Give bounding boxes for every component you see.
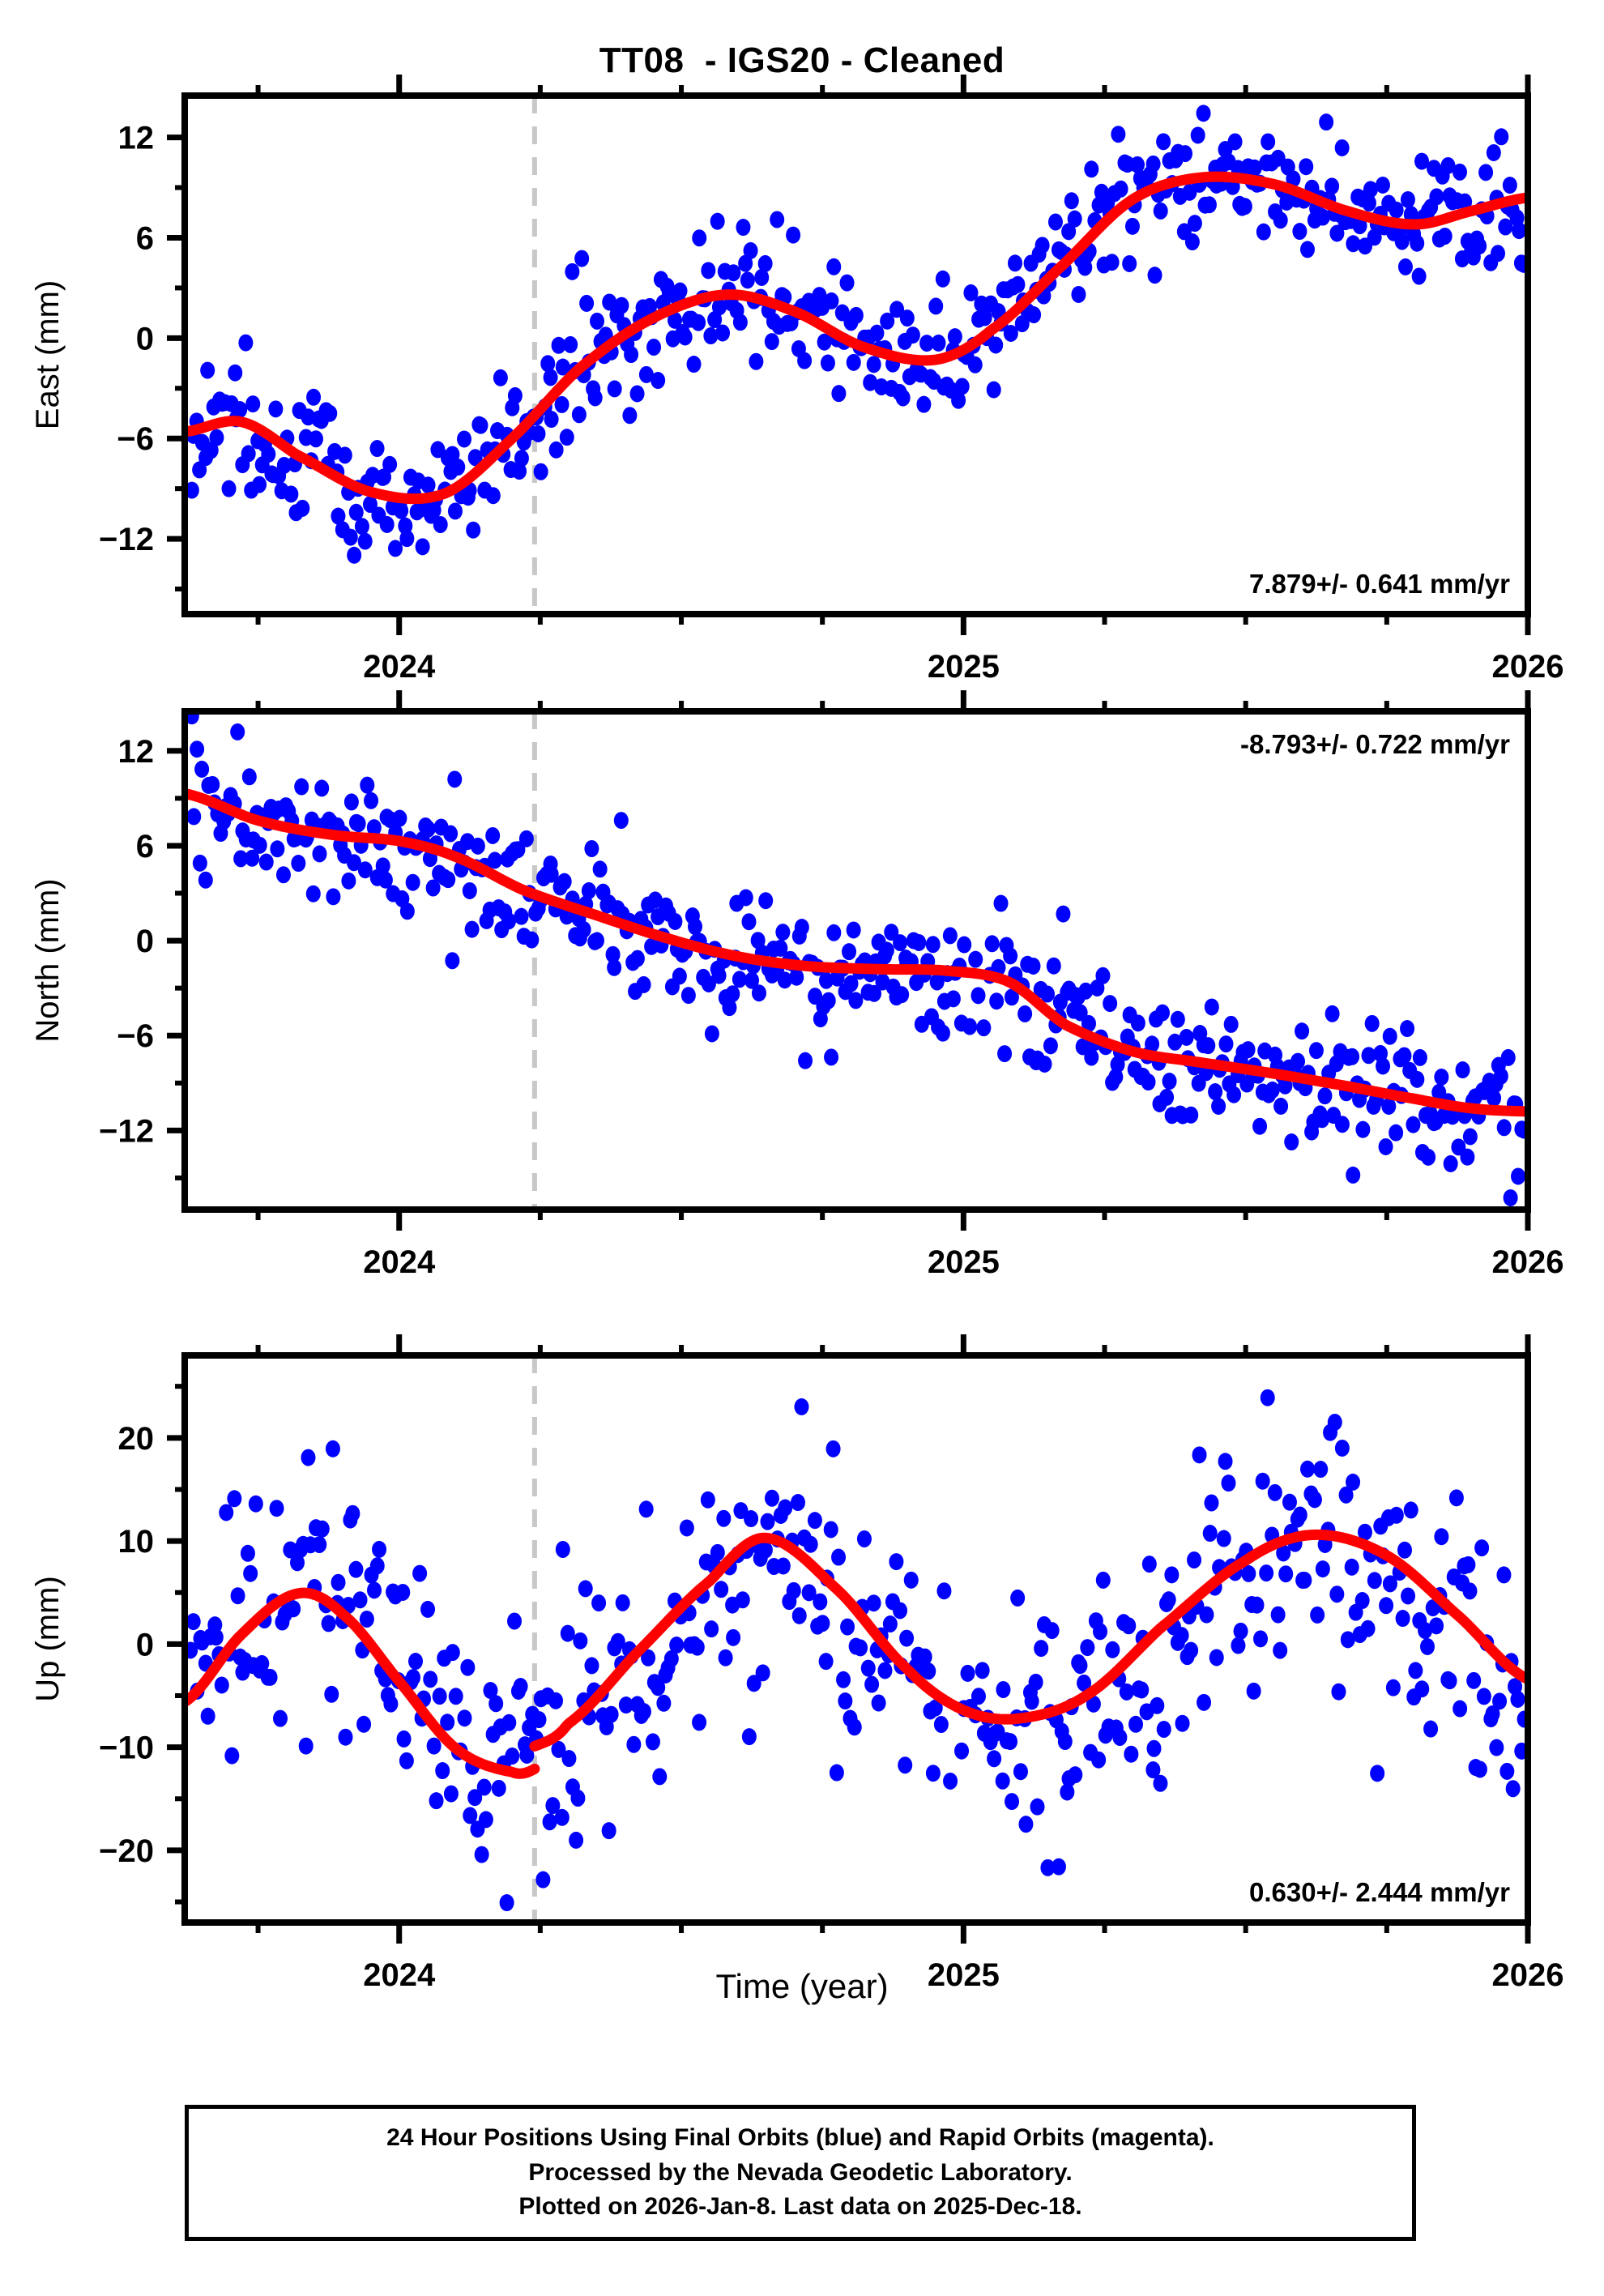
plot-frame: [181, 1352, 1531, 1926]
y-tick-label: −12: [99, 1113, 154, 1149]
y-tick-label: 6: [136, 220, 154, 256]
y-tick-label: 0: [136, 1627, 154, 1662]
x-tick-label: 2026: [1492, 649, 1564, 685]
y-tick-label: 12: [118, 121, 155, 156]
y-tick-label: 6: [136, 829, 154, 864]
x-tick-label: 2026: [1492, 1957, 1564, 1993]
chart-north: 12 6 0 −6 −12 2024 2025 2026 North (mm) -8.793+/-…: [30, 690, 1564, 1280]
chart-up: 20 10 0 −10 −20 2024 2025 2026 Up (mm) 0.630+/- 2…: [30, 1334, 1564, 1993]
y-axis-label: Up (mm): [30, 1576, 66, 1702]
y-tick-label: −6: [117, 421, 154, 457]
data-layer-east: [185, 96, 1528, 614]
x-tick-label: 2024: [363, 649, 436, 685]
y-tick-label: 20: [118, 1421, 155, 1457]
x-tick-label: 2025: [928, 1957, 1000, 1993]
rate-annotation: 7.879+/- 0.641 mm/yr: [1249, 569, 1510, 599]
trend-line: [185, 1529, 1528, 1779]
rate-annotation: 0.630+/- 2.444 mm/yr: [1249, 1877, 1510, 1907]
y-tick-label: −12: [99, 522, 154, 557]
y-tick-label: −20: [99, 1833, 154, 1869]
x-axis-label: Time (year): [715, 1967, 889, 2005]
scatter-points: [185, 1389, 1528, 1912]
trend-line: [185, 171, 1528, 505]
x-tick-label: 2026: [1492, 1244, 1564, 1280]
x-tick-label: 2025: [928, 1244, 1000, 1280]
trend-line: [185, 788, 1528, 1117]
footer-line-3: Plotted on 2026-Jan-8. Last data on 2025…: [518, 2193, 1082, 2221]
x-tick-label: 2024: [363, 1957, 436, 1993]
scatter-points: [185, 105, 1528, 564]
footer-line-2: Processed by the Nevada Geodetic Laborat…: [528, 2158, 1073, 2186]
footer-caption-box: 24 Hour Positions Using Final Orbits (bl…: [185, 2105, 1416, 2241]
y-tick-label: −6: [117, 1018, 154, 1054]
scatter-points: [185, 711, 1528, 1206]
page-title: TT08 - IGS20 - Cleaned: [599, 41, 1005, 80]
plot-frame: [181, 708, 1531, 1213]
plot-frame: [181, 92, 1531, 617]
panel-north: 12 6 0 −6 −12 2024 2025 2026 North (mm) -8.793+/-…: [0, 664, 1604, 1299]
data-layer-up: [185, 1355, 1528, 1923]
x-tick-label: 2025: [928, 649, 1000, 685]
x-tick-label: 2024: [363, 1244, 436, 1280]
chart-east: 12 6 0 −6 −12 2024 2025 2026 East (mm) 7.879+/- 0…: [30, 75, 1564, 685]
y-tick-label: 0: [136, 924, 154, 959]
data-layer-north: [185, 711, 1528, 1210]
footer-line-1: 24 Hour Positions Using Final Orbits (bl…: [386, 2124, 1214, 2152]
y-tick-label: 12: [118, 734, 155, 770]
y-tick-label: 0: [136, 321, 154, 356]
y-axis-label: East (mm): [30, 280, 66, 429]
y-tick-label: −10: [99, 1731, 154, 1766]
y-axis-label: North (mm): [30, 878, 66, 1042]
y-tick-label: 10: [118, 1524, 155, 1560]
rate-annotation: -8.793+/- 0.722 mm/yr: [1240, 729, 1510, 759]
panel-east: 12 6 0 −6 −12 2024 2025 2026 East (mm) 7.879+/- 0…: [0, 49, 1604, 703]
panel-up: 20 10 0 −10 −20 2024 2025 2026 Up (mm) 0.630+/- 2…: [0, 1308, 1604, 2012]
